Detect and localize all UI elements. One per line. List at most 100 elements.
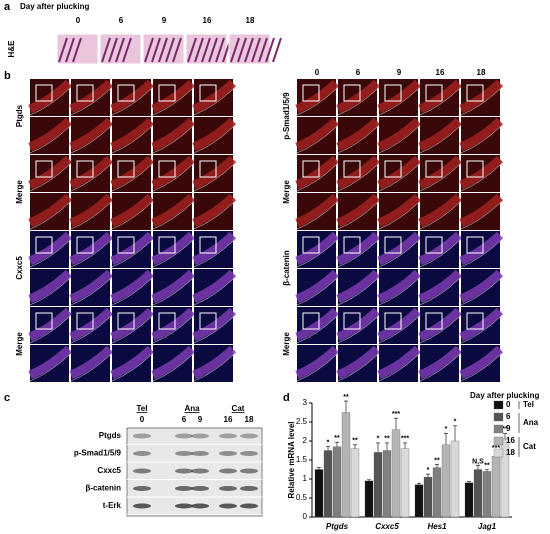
blot-band [219, 433, 237, 439]
he-texture [251, 37, 261, 63]
blot-band [219, 451, 237, 456]
follicle-outline [111, 126, 152, 154]
blot-band [175, 468, 193, 474]
panel-label: d [283, 392, 290, 404]
legend-label: 0 [506, 400, 511, 409]
zoom-box [199, 312, 217, 330]
follicle-outline [111, 240, 152, 268]
follicle-outline [29, 354, 70, 382]
follicle [192, 117, 237, 152]
follicle-outline [70, 240, 111, 268]
error-bar [435, 464, 439, 468]
zoom-box [302, 312, 320, 330]
follicle [295, 269, 340, 304]
error-bar [417, 482, 421, 485]
legend-label: 16 [506, 436, 515, 445]
bar [432, 467, 442, 518]
zoom-box [117, 84, 135, 102]
he-texture [58, 37, 68, 63]
day-label: 9 [397, 68, 402, 77]
follicle-outline [193, 164, 234, 192]
bar [382, 450, 392, 518]
bar [441, 444, 451, 518]
follicle-outline [70, 164, 111, 192]
panel-title: Day after plucking [20, 2, 89, 11]
follicle [377, 269, 422, 304]
y-tick-label: 1 [303, 474, 308, 483]
day-label: 0 [315, 68, 320, 77]
follicle [295, 155, 340, 190]
significance: *** [392, 411, 400, 418]
follicle [295, 231, 340, 266]
follicle-outline [29, 126, 70, 154]
error-bar [353, 444, 357, 449]
blot-band [240, 486, 258, 491]
follicle [110, 345, 155, 380]
lane-label: 0 [140, 415, 145, 424]
day-label: 0 [76, 16, 81, 25]
follicle [418, 307, 463, 342]
error-bar [467, 481, 471, 483]
zoom-box [425, 236, 443, 254]
follicle-outline [193, 316, 234, 344]
follicle [151, 117, 196, 152]
follicle-outline [152, 202, 193, 230]
follicle-outline [296, 88, 337, 116]
follicle [151, 79, 196, 114]
zoom-box [199, 160, 217, 178]
panel-label: a [4, 1, 11, 13]
follicle [192, 269, 237, 304]
zoom-box [158, 312, 176, 330]
follicle [28, 345, 73, 380]
follicle [377, 231, 422, 266]
blot-band [191, 486, 209, 491]
blot-label: t-Erk [103, 501, 122, 510]
follicle [69, 193, 114, 228]
blot-band [175, 486, 193, 491]
zoom-box [199, 84, 217, 102]
follicle [459, 269, 504, 304]
follicle [459, 231, 504, 266]
y-tick-label: 2.5 [296, 417, 308, 426]
he-texture [208, 37, 218, 63]
error-bar [403, 442, 407, 449]
follicle-outline [152, 354, 193, 382]
significance: ** [434, 457, 440, 464]
bar [414, 484, 424, 518]
follicle [192, 345, 237, 380]
row-label: Merge [282, 332, 291, 356]
significance: ** [352, 438, 358, 445]
follicle [377, 117, 422, 152]
follicle [418, 231, 463, 266]
row-label: Merge [15, 180, 24, 204]
significance: N,S [472, 459, 484, 466]
follicle-outline [70, 126, 111, 154]
follicle-outline [193, 278, 234, 306]
zoom-box [343, 312, 361, 330]
bar [400, 448, 410, 518]
day-label: 18 [246, 16, 255, 25]
follicle-outline [152, 88, 193, 116]
bar [464, 482, 474, 518]
follicle-outline [337, 240, 378, 268]
blot-band [219, 503, 237, 509]
y-tick-label: 1.5 [296, 455, 308, 464]
follicle-outline [193, 202, 234, 230]
follicle-outline [70, 354, 111, 382]
follicle [336, 79, 381, 114]
blot-band [219, 486, 237, 491]
follicle [336, 231, 381, 266]
zoom-box [117, 160, 135, 178]
legend-swatch [493, 400, 504, 410]
zoom-box [466, 84, 484, 102]
bar [364, 480, 374, 518]
row-label: β-catenin [282, 250, 291, 286]
follicle-outline [378, 278, 419, 306]
follicle-outline [337, 278, 378, 306]
follicle [151, 155, 196, 190]
blot-band [191, 503, 209, 509]
follicle-outline [152, 316, 193, 344]
blot-band [240, 468, 258, 474]
follicle [192, 79, 237, 114]
follicle-outline [378, 354, 419, 382]
